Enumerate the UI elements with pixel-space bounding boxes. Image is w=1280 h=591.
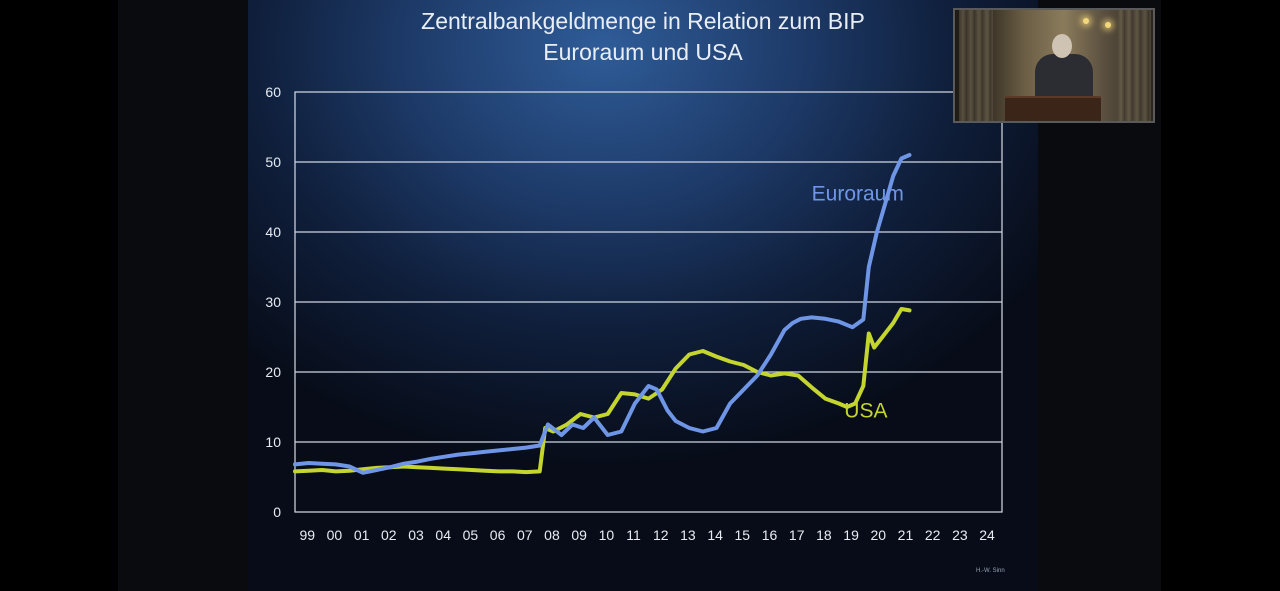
- series-line-usa: [293, 307, 912, 475]
- speaker-video-icon: [953, 8, 1155, 123]
- x-tick-label: 03: [408, 527, 424, 543]
- x-tick-label: 14: [707, 527, 723, 543]
- x-tick-label: 15: [735, 527, 751, 543]
- x-tick-label: 06: [490, 527, 506, 543]
- y-tick-label: 20: [265, 364, 281, 380]
- x-tick-label: 19: [843, 527, 859, 543]
- x-tick-label: 21: [898, 527, 914, 543]
- x-tick-label: 12: [653, 527, 669, 543]
- y-tick-label: 30: [265, 294, 281, 310]
- x-tick-label: 09: [571, 527, 587, 543]
- x-tick-label: 02: [381, 527, 397, 543]
- x-tick-label: 08: [544, 527, 560, 543]
- speaker-head: [1052, 34, 1072, 58]
- series-label-usa: USA: [844, 400, 887, 423]
- x-tick-label: 99: [299, 527, 315, 543]
- y-tick-label: 40: [265, 224, 281, 240]
- x-tick-label: 17: [789, 527, 805, 543]
- y-tick-label: 10: [265, 434, 281, 450]
- lamp: [1083, 18, 1089, 24]
- x-tick-label: 04: [435, 527, 451, 543]
- presentation-slide: Zentralbankgeldmenge in Relation zum BIP…: [248, 0, 1038, 591]
- x-tick-label: 00: [327, 527, 343, 543]
- chart-title-line2: Euroraum und USA: [543, 39, 743, 65]
- x-tick-label: 24: [979, 527, 995, 543]
- x-tick-label: 20: [870, 527, 886, 543]
- chart-title-line1: Zentralbankgeldmenge in Relation zum BIP: [421, 8, 865, 34]
- speaker-body: [1035, 54, 1093, 100]
- author-credit: H.-W. Sinn: [976, 568, 1005, 574]
- y-tick-label: 0: [273, 504, 281, 520]
- y-tick-label: 50: [265, 154, 281, 170]
- curtain-left: [959, 10, 993, 121]
- x-tick-label: 01: [354, 527, 370, 543]
- x-tick-label: 05: [463, 527, 479, 543]
- y-tick-label: 60: [265, 84, 281, 100]
- series-label-euroraum: Euroraum: [812, 183, 904, 206]
- x-tick-label: 13: [680, 527, 696, 543]
- lectern: [1005, 96, 1101, 121]
- x-tick-label: 22: [925, 527, 941, 543]
- letterbox-left: [0, 0, 118, 591]
- x-tick-label: 16: [762, 527, 778, 543]
- x-tick-label: 11: [626, 527, 641, 543]
- lamp: [1105, 22, 1111, 28]
- x-tick-label: 18: [816, 527, 832, 543]
- series-line-euroraum: [293, 153, 912, 475]
- letterbox-right: [1161, 0, 1280, 591]
- x-tick-label: 10: [599, 527, 615, 543]
- curtain-right: [1117, 10, 1151, 121]
- x-tick-label: 23: [952, 527, 968, 543]
- x-tick-label: 07: [517, 527, 533, 543]
